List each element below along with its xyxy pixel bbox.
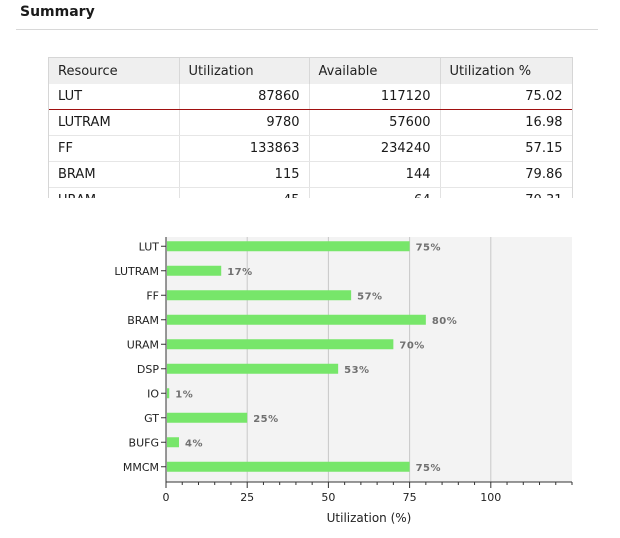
bar-bufg <box>167 437 179 448</box>
summary-divider <box>16 29 598 30</box>
column-header-utilization[interactable]: Utilization <box>179 58 310 84</box>
bar-bram <box>167 314 426 325</box>
bar-io <box>167 388 170 399</box>
bar-value-label: 57% <box>357 291 382 302</box>
y-tick-label: LUTRAM <box>114 265 159 278</box>
bar-ff <box>167 290 352 301</box>
cell-utilization: 115 <box>179 161 310 188</box>
bar-value-label: 17% <box>227 267 252 278</box>
table-row[interactable]: BRAM 115 144 79.86 <box>49 161 572 188</box>
bar-value-label: 70% <box>399 340 424 351</box>
cell-available: 64 <box>309 187 441 198</box>
bar-uram <box>167 339 394 350</box>
bar-value-label: 4% <box>185 438 203 449</box>
y-tick-label: DSP <box>137 363 159 376</box>
x-tick-label: 0 <box>163 491 170 504</box>
plot-area <box>166 237 572 482</box>
y-tick-label: GT <box>144 412 159 425</box>
y-tick-label: BUFG <box>129 436 159 449</box>
cell-available: 234240 <box>309 135 441 162</box>
bar-value-label: 75% <box>416 242 441 253</box>
table-row[interactable]: LUTRAM 9780 57600 16.98 <box>49 109 572 136</box>
cell-utilization: 133863 <box>179 135 310 162</box>
cell-utilization-percent: 57.15 <box>440 135 572 162</box>
cell-utilization-percent: 79.86 <box>440 161 572 188</box>
cell-utilization: 87860 <box>179 84 310 110</box>
bar-gt <box>167 412 248 423</box>
cell-utilization-percent: 16.98 <box>440 109 572 136</box>
cell-utilization: 9780 <box>179 109 310 136</box>
table-header-row: Resource Utilization Available Utilizati… <box>49 58 572 84</box>
cell-utilization-percent: 70.31 <box>440 187 572 198</box>
cell-resource: LUT <box>49 84 180 110</box>
bar-dsp <box>167 363 339 374</box>
y-tick-label: IO <box>147 387 159 400</box>
bar-value-label: 1% <box>175 389 193 400</box>
bar-value-label: 25% <box>253 414 278 425</box>
cell-resource: LUTRAM <box>49 109 180 136</box>
y-tick-label: FF <box>146 289 159 302</box>
bar-value-label: 80% <box>432 316 457 327</box>
y-tick-label: MMCM <box>123 461 159 474</box>
cell-resource: FF <box>49 135 180 162</box>
bar-lut <box>167 241 410 252</box>
cell-available: 117120 <box>309 84 441 110</box>
cell-resource: BRAM <box>49 161 180 188</box>
utilization-table[interactable]: Resource Utilization Available Utilizati… <box>48 57 573 198</box>
table-row[interactable]: FF 133863 234240 57.15 <box>49 135 572 162</box>
table-row[interactable]: LUT 87860 117120 75.02 <box>49 84 572 110</box>
bar-value-label: 53% <box>344 365 369 376</box>
cell-utilization-percent: 75.02 <box>440 84 572 110</box>
bar-value-label: 75% <box>416 463 441 474</box>
x-tick-label: 75 <box>403 491 417 504</box>
bar-mmcm <box>167 461 410 472</box>
summary-title: Summary <box>20 4 95 20</box>
y-tick-label: LUT <box>139 240 160 253</box>
cell-available: 57600 <box>309 109 441 136</box>
y-tick-label: URAM <box>127 338 159 351</box>
x-axis-label: Utilization (%) <box>327 511 412 525</box>
x-tick-label: 100 <box>480 491 501 504</box>
column-header-available[interactable]: Available <box>309 58 441 84</box>
bar-lutram <box>167 265 222 276</box>
cell-available: 144 <box>309 161 441 188</box>
cell-resource: URAM <box>49 187 180 198</box>
column-header-resource[interactable]: Resource <box>49 58 180 84</box>
column-header-utilization-percent[interactable]: Utilization % <box>440 58 572 84</box>
x-tick-label: 25 <box>240 491 254 504</box>
table-row[interactable]: URAM 45 64 70.31 <box>49 187 572 198</box>
x-tick-label: 50 <box>321 491 335 504</box>
y-tick-label: BRAM <box>127 314 159 327</box>
cell-utilization: 45 <box>179 187 310 198</box>
